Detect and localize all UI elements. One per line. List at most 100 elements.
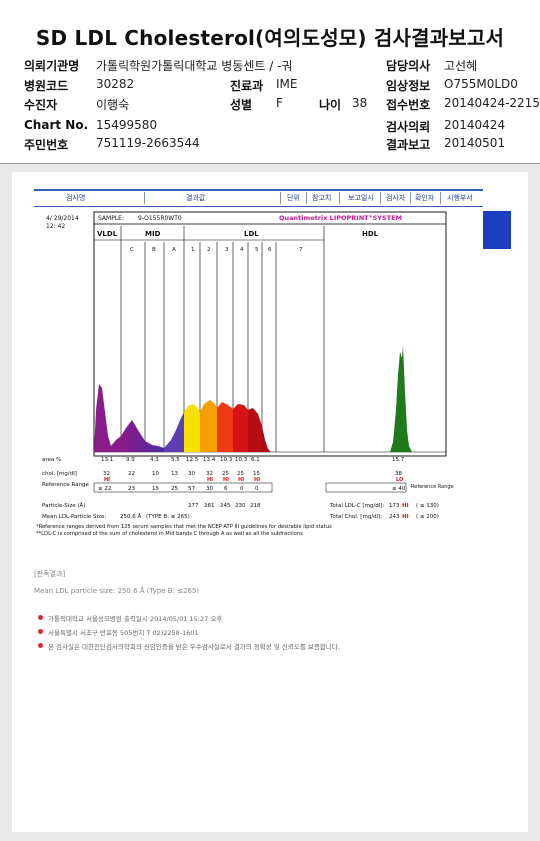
ref-3: 6 — [224, 486, 228, 492]
area-3: 10.3 — [220, 457, 233, 463]
flag-vldl: HI — [104, 477, 110, 483]
note-2: 서울특별시 서초구 반포동 505번지 T 02)2258-1601 — [48, 629, 199, 637]
mid-label: MID — [145, 230, 161, 238]
tab-divider — [339, 192, 340, 204]
mean-size-value: 250.6 Å — [120, 513, 141, 520]
ref-row-label: Reference Range — [42, 482, 89, 488]
blue-stamp-box — [483, 211, 511, 249]
tab-test-name: 검사명 — [66, 194, 86, 202]
chol-vldl: 32 — [103, 471, 110, 477]
report-time: 12: 42 — [46, 223, 65, 230]
tab-divider — [410, 192, 411, 204]
chart-value: 15499580 — [96, 118, 158, 132]
receipt-value: 20140424-22154 — [444, 96, 540, 110]
mid-peak — [121, 420, 164, 452]
ldl-sub-1: 1 — [191, 247, 195, 253]
total-chol-flag: HI — [402, 514, 409, 520]
note-bullet-icon — [38, 643, 43, 648]
ldl-band-3 — [217, 402, 233, 452]
ref-hdl: ≥ 40 — [392, 486, 406, 492]
report-date: 4/ 29/2014 — [46, 215, 79, 222]
note-3: 본 검사실은 대한진단검사의학회의 신임인증을 받은 우수검사실로서 결과의 정… — [48, 643, 340, 651]
chol-3: 25 — [222, 471, 229, 477]
tab-tester: 검사자 — [386, 194, 406, 202]
type-value: (TYPE B: ≤ 265) — [146, 514, 190, 520]
data-table: area % chol. [mg/dl] Reference Range Par… — [36, 457, 454, 537]
total-ldl-flag: HI — [402, 503, 409, 509]
flag-3: HI — [223, 477, 229, 483]
chol-hdl: 38 — [395, 471, 402, 477]
patient-value: 이행숙 — [96, 98, 130, 112]
chart-label: Chart No. — [24, 118, 89, 132]
dept-label: 진료과 — [230, 79, 264, 93]
brand-reg: ® — [369, 214, 373, 219]
rrn-value: 751119-2663544 — [96, 136, 200, 150]
total-chol-value: 243 — [389, 514, 400, 520]
ldl-sub-7: 7 — [299, 247, 303, 253]
area-1: 12.5 — [186, 457, 199, 463]
dept-value: IME — [276, 77, 298, 91]
ldl-band-5 — [248, 408, 262, 452]
lipoprint-report: 4/ 29/2014 12: 42 SAMPLE: 9-O155R0WT0 Qu… — [36, 211, 454, 537]
ldl-sub-6: 6 — [268, 247, 272, 253]
size-1: 277 — [188, 503, 199, 509]
brand-main: Quantimetrix LIPOPRINT — [279, 214, 369, 222]
total-ldl-value: 173 — [389, 503, 400, 509]
clinical-value: O755M0LD0 — [444, 77, 518, 91]
age-label: 나이 — [319, 98, 342, 112]
chol-b: 10 — [152, 471, 159, 477]
ref-values: ≤ 22 23 15 25 57 30 6 0 0 ≥ 40 — [98, 486, 406, 492]
ldl-label: LDL — [244, 230, 259, 238]
area-4: 10.3 — [235, 457, 248, 463]
report-header: SD LDL Cholesterol(여의도성모) 검사결과보고서 의뢰기관명 … — [0, 0, 540, 164]
chol-flags: HI HI HI HI HI LO — [104, 477, 403, 483]
request-value: 20140424 — [444, 118, 506, 132]
doctor-label: 담당의사 — [386, 59, 431, 73]
area-c: 9.9 — [126, 457, 135, 463]
area-b: 4.3 — [150, 457, 159, 463]
receipt-label: 접수번호 — [386, 98, 431, 112]
ref-4: 0 — [240, 486, 244, 492]
size-2: 261 — [204, 503, 215, 509]
request-label: 검사의뢰 — [386, 120, 431, 134]
hdl-ref-box — [325, 482, 407, 493]
band-dividers — [120, 226, 325, 452]
sex-label: 성별 — [230, 98, 253, 112]
ldl-sub-4: 4 — [240, 247, 244, 253]
ldl-sub-2: 2 — [207, 247, 211, 253]
ref-b: 15 — [152, 486, 159, 492]
tab-reference: 참고치 — [312, 194, 332, 202]
sex-value: F — [276, 96, 283, 110]
tab-confirmer: 확인자 — [415, 194, 435, 202]
tab-divider — [280, 192, 281, 204]
total-ldl-ref: ( ≤ 130) — [416, 503, 439, 509]
size-4: 230 — [235, 503, 246, 509]
chol-1: 30 — [188, 471, 195, 477]
tab-unit: 단위 — [287, 194, 300, 202]
tab-divider — [380, 192, 381, 204]
result-text: Mean LDL particle size: 250.6 Å (Type B:… — [34, 587, 200, 595]
mid-sub-b: B — [152, 247, 156, 253]
ref-c: 23 — [128, 486, 135, 492]
mid-sub-c: C — [130, 247, 134, 253]
total-chol-ref: ( ≤ 200) — [416, 514, 439, 520]
column-header-row: 검사명 결과값 단위 참고치 보고일시 검사자 확인자 시행부서 — [34, 191, 483, 205]
institution-label: 의뢰기관명 — [24, 59, 80, 73]
ldl-band-2 — [200, 400, 217, 452]
clinical-label: 임상정보 — [386, 79, 431, 93]
total-chol-label: Total Chol. [mg/dl]: — [329, 514, 382, 520]
tab-divider — [144, 192, 145, 204]
age-value: 38 — [352, 96, 368, 110]
size-5: 218 — [250, 503, 261, 509]
flag-hdl: LO — [396, 477, 403, 483]
area-5: 6.1 — [251, 457, 260, 463]
ldl-sub-3: 3 — [225, 247, 229, 253]
table-bottom-rule — [34, 206, 483, 207]
chol-a: 13 — [171, 471, 178, 477]
brand-suffix: SYSTEM — [373, 214, 402, 222]
tab-result: 결과값 — [186, 194, 206, 202]
area-a: 5.5 — [171, 457, 180, 463]
ref-5: 0 — [255, 486, 259, 492]
chol-c: 22 — [128, 471, 135, 477]
chol-2: 32 — [206, 471, 213, 477]
